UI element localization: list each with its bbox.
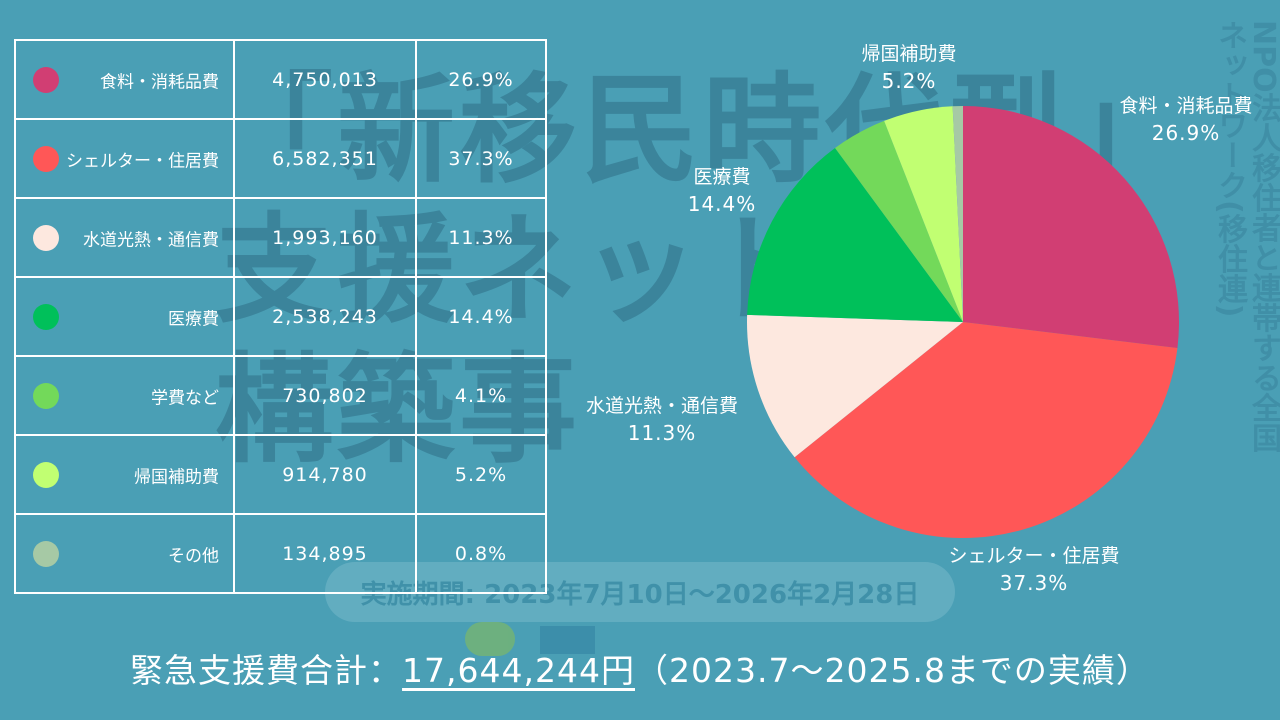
table-cell-amount: 914,780 (233, 434, 417, 515)
slice-label-percent: 37.3% (1000, 571, 1069, 595)
table-cell-amount: 4,750,013 (233, 39, 417, 120)
table-row: シェルター・住居費 6,582,351 37.3% (14, 118, 547, 199)
logo-mark-blue (540, 626, 595, 654)
table-cell-percent: 5.2% (415, 434, 547, 515)
category-name: シェルター・住居費 (66, 151, 219, 171)
category-name: 学費など (151, 388, 219, 408)
background-logos (465, 622, 805, 658)
table-cell-amount: 134,895 (233, 513, 417, 594)
table-row: 学費など 730,802 4.1% (14, 355, 547, 436)
legend-swatch (33, 382, 59, 409)
slice-label-percent: 5.2% (882, 69, 937, 93)
table-cell-amount: 730,802 (233, 355, 417, 436)
expense-table: 食料・消耗品費 4,750,013 26.9% シェルター・住居費 6,582,351 3… (14, 39, 547, 594)
pie-slice (747, 314, 963, 458)
table-cell-category: その他 (14, 513, 235, 594)
slice-label-name: 食料・消耗品費 (1119, 95, 1252, 117)
pie-slice (794, 322, 1178, 539)
table-row: 帰国補助費 914,780 5.2% (14, 434, 547, 515)
total-suffix: （2023.7～2025.8までの実績） (635, 651, 1150, 690)
table-row: 医療費 2,538,243 14.4% (14, 276, 547, 357)
table-cell-category: 水道光熱・通信費 (14, 197, 235, 278)
table-cell-percent: 26.9% (415, 39, 547, 120)
table-cell-category: 学費など (14, 355, 235, 436)
table-cell-percent: 37.3% (415, 118, 547, 199)
category-name: 水道光熱・通信費 (83, 230, 219, 250)
table-cell-amount: 2,538,243 (233, 276, 417, 357)
slice-label-percent: 26.9% (1152, 121, 1221, 145)
table-cell-percent: 11.3% (415, 197, 547, 278)
category-name: 帰国補助費 (134, 467, 219, 487)
table-cell-category: 帰国補助費 (14, 434, 235, 515)
table-row: 水道光熱・通信費 1,993,160 11.3% (14, 197, 547, 278)
table-cell-category: シェルター・住居費 (14, 118, 235, 199)
pie-slice (747, 147, 963, 322)
pie-slice (884, 106, 963, 322)
table-row: その他 134,895 0.8% (14, 513, 547, 594)
category-name: 食料・消耗品費 (100, 72, 219, 92)
slice-label-percent: 11.3% (628, 421, 697, 445)
total-label: 緊急支援費合計： (130, 651, 403, 690)
pie-slice (952, 106, 963, 322)
legend-swatch (33, 66, 59, 93)
total-summary: 緊急支援費合計：17,644,244円（2023.7～2025.8までの実績） (0, 638, 1280, 704)
background-vertical-text: NPO法人移住者と連帯する全国ネットワーク(移住連) (1212, 20, 1280, 453)
legend-swatch (33, 540, 59, 567)
pie-slice (835, 120, 963, 322)
category-name: その他 (168, 546, 219, 566)
slice-label-name: 水道光熱・通信費 (586, 395, 738, 417)
slice-label-percent: 14.4% (688, 192, 757, 216)
table-cell-percent: 0.8% (415, 513, 547, 594)
total-value: 17,644,244円 (402, 651, 635, 690)
legend-swatch (33, 224, 59, 251)
table-cell-category: 食料・消耗品費 (14, 39, 235, 120)
slice-label-name: 帰国補助費 (861, 43, 956, 65)
category-name: 医療費 (168, 309, 219, 329)
legend-swatch (33, 303, 59, 330)
legend-swatch (33, 145, 59, 172)
legend-swatch (33, 461, 59, 488)
slice-label-name: シェルター・住居費 (948, 545, 1119, 567)
slice-label-name: 医療費 (693, 166, 750, 188)
logo-mark-green (465, 622, 515, 656)
table-cell-percent: 4.1% (415, 355, 547, 436)
table-row: 食料・消耗品費 4,750,013 26.9% (14, 39, 547, 120)
table-cell-amount: 6,582,351 (233, 118, 417, 199)
table-cell-category: 医療費 (14, 276, 235, 357)
pie-slice (963, 106, 1180, 349)
table-cell-percent: 14.4% (415, 276, 547, 357)
table-cell-amount: 1,993,160 (233, 197, 417, 278)
